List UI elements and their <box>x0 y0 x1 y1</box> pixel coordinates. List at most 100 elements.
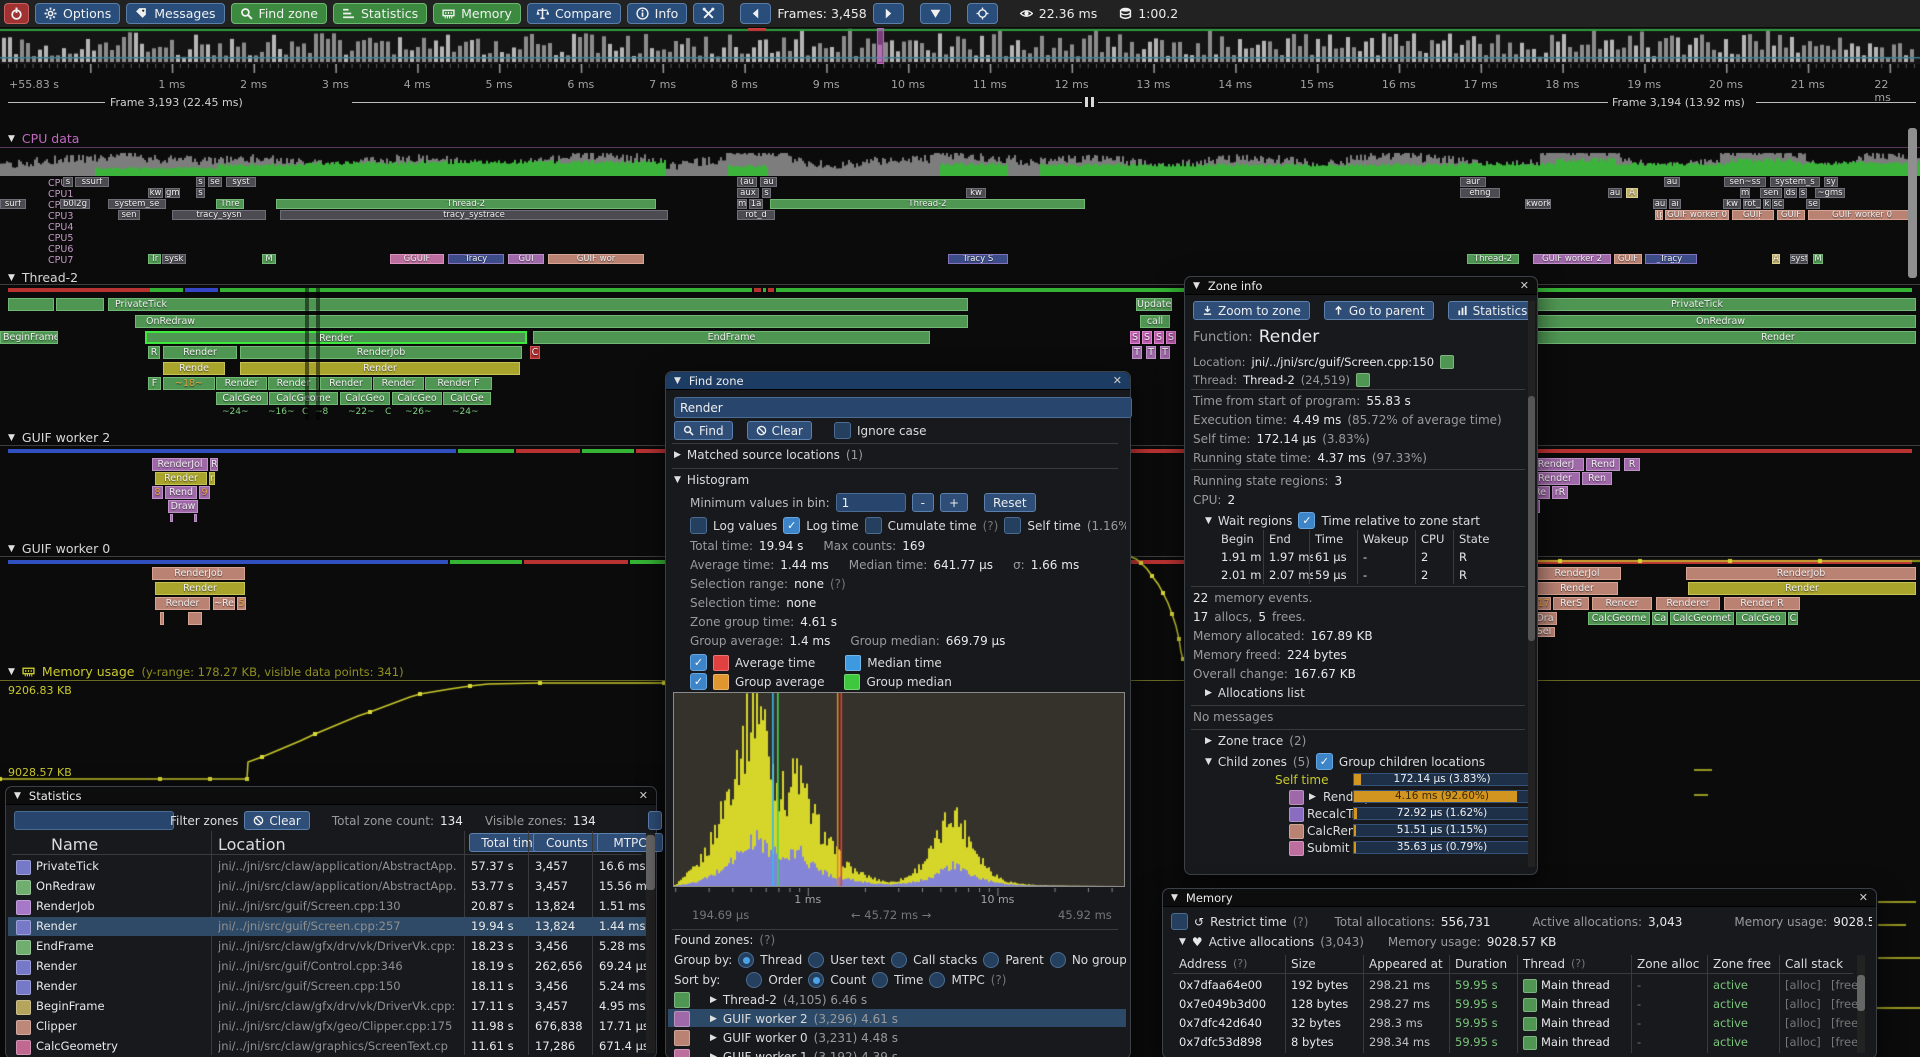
expander-icon[interactable]: ▶ <box>710 1033 717 1043</box>
expander-icon[interactable]: ▶ <box>1205 736 1212 746</box>
reset-button[interactable]: Reset <box>984 493 1036 512</box>
zone-rers[interactable]: RerS <box>1553 597 1589 610</box>
collapse-icon[interactable]: ▼ <box>8 432 15 443</box>
zone-thread-2[interactable]: Thread-2 <box>1467 254 1519 264</box>
child-zone-time-bar[interactable]: 4.16 ms (92.60%) <box>1353 790 1531 803</box>
bin-decrease-button[interactable]: - <box>911 493 934 512</box>
zone-beginframe[interactable]: BeginFrame <box>0 331 58 344</box>
restrict-time-checkbox[interactable] <box>1171 913 1188 930</box>
expander-icon[interactable]: ▼ <box>1205 515 1212 526</box>
collapse-icon[interactable]: ▼ <box>1193 280 1200 291</box>
filter-input[interactable] <box>14 811 174 830</box>
zone-calcgeo[interactable]: CalcGeo <box>1736 612 1786 625</box>
zone-x[interactable] <box>188 612 202 625</box>
zone-au[interactable]: au <box>760 177 777 187</box>
sort-by-time[interactable] <box>872 972 889 988</box>
zone-render-f[interactable]: Render F <box>425 377 492 390</box>
cumulate-checkbox[interactable] <box>864 517 882 534</box>
stats-row-clipper[interactable]: Clipper jni/../jni/src/claw/gfx/geo/Clipp… <box>8 1017 649 1036</box>
zone-t[interactable]: T <box>1160 346 1170 359</box>
zone-calcgeo[interactable]: CalcGeo <box>216 392 268 405</box>
zone-kworke[interactable]: kworke <box>1525 199 1551 209</box>
child-zone-time-bar[interactable]: 51.51 µs (1.15%) <box>1353 824 1531 837</box>
draw-group-checkbox[interactable]: ✓ <box>690 673 707 690</box>
zone-surf[interactable]: surf <box>0 199 26 209</box>
zone-system-se[interactable]: system_se <box>108 199 166 209</box>
zone-update[interactable]: Update <box>1136 298 1172 311</box>
relative-time-checkbox[interactable]: ✓ <box>1298 512 1316 529</box>
zone-tracy-profiler[interactable]: Tracy Profiler <box>1645 254 1697 264</box>
expander-icon[interactable]: ▼ <box>1179 937 1186 947</box>
power-button[interactable] <box>4 3 29 24</box>
zone-s[interactable]: s <box>196 188 205 198</box>
memory-button[interactable]: Memory <box>433 3 521 24</box>
log-values-checkbox[interactable] <box>690 517 707 534</box>
zone-guif-w[interactable]: GUIF w <box>1777 210 1805 220</box>
zone-s[interactable]: s <box>1799 188 1807 198</box>
zone-9[interactable]: 9 <box>199 486 210 499</box>
zone-thread-2[interactable]: Thread-2 <box>276 199 656 209</box>
stats-row-privatetick[interactable]: PrivateTick jni/../jni/src/claw/applicati… <box>8 857 646 876</box>
compare-button[interactable]: Compare <box>526 3 621 24</box>
zone-kw[interactable]: kw <box>966 188 986 198</box>
stats-row-onredraw[interactable]: OnRedraw jni/../jni/src/claw/application/… <box>8 877 653 896</box>
zone-endframe[interactable]: EndFrame <box>533 331 930 344</box>
zone-statistics-button[interactable]: Statistics <box>1447 301 1533 320</box>
allocation-row[interactable]: 0x7dfaa64e00 192 bytes 298.21 ms 59.95 s Mai… <box>1179 978 1859 993</box>
zone-f[interactable]: F <box>148 377 161 390</box>
zone-guif-work[interactable]: GUIF work <box>1732 210 1774 220</box>
collapse-icon[interactable]: ▼ <box>1171 892 1178 903</box>
zone-rend[interactable]: Rend <box>1586 458 1620 471</box>
stats-row-render[interactable]: Render jni/../jni/src/guif/Screen.cpp:150… <box>8 977 646 996</box>
zone-rende[interactable]: Rende <box>163 362 225 375</box>
zone-render[interactable]: Render <box>155 472 207 485</box>
sort-by-order[interactable] <box>746 972 763 988</box>
zone--p[interactable]: (p <box>1655 210 1663 220</box>
cpu-usage-graph[interactable] <box>0 152 1920 176</box>
zone-render[interactable]: Render <box>240 362 520 375</box>
zone-kw[interactable]: kw <box>1723 199 1741 209</box>
options-button[interactable]: Options <box>35 3 121 24</box>
close-icon[interactable]: ✕ <box>1858 891 1868 904</box>
zone-rot-c[interactable]: rot_c <box>1743 199 1761 209</box>
zone-rot-d[interactable]: rot_d <box>737 210 775 220</box>
zone-tr[interactable]: Tr <box>148 254 161 264</box>
close-icon[interactable]: ✕ <box>1519 279 1529 292</box>
search-input[interactable]: Render <box>674 397 1132 418</box>
zone-ren[interactable]: Ren <box>1582 472 1612 485</box>
zone-guif-worker-0[interactable]: GUIF worker 0 <box>1808 210 1916 220</box>
zone-tracy-sysn[interactable]: tracy_sysn <box>172 210 266 220</box>
zone-tracy[interactable]: Tracy <box>448 254 504 264</box>
zone-thre[interactable]: Thre <box>216 199 244 209</box>
zone-m[interactable]: m <box>1740 188 1750 198</box>
zone-ds[interactable]: ds <box>1784 188 1797 198</box>
zone-guif-wor[interactable]: GUIF wor <box>548 254 644 264</box>
zone-x[interactable] <box>194 514 197 522</box>
zone-k[interactable]: k <box>1763 199 1771 209</box>
found-zone-group-guif-worker-1[interactable]: ▶ GUIF worker 1 (3,192) 4.39 s <box>674 1049 1126 1057</box>
zone-aux[interactable]: aux <box>737 188 759 198</box>
found-zone-group-thread-2[interactable]: ▶ Thread-2 (4,105) 6.46 s <box>674 992 1126 1008</box>
zone-a[interactable]: A <box>1772 254 1780 264</box>
zone-ai[interactable]: ai <box>1669 199 1681 209</box>
zone-x[interactable] <box>160 612 164 625</box>
close-icon[interactable]: ✕ <box>1112 374 1122 387</box>
expander-icon[interactable]: ▶ <box>1205 688 1212 698</box>
zone--re[interactable]: ~Re <box>213 597 235 610</box>
found-zone-group-guif-worker-2[interactable]: ▶ GUIF worker 2 (3,296) 4.61 s <box>674 1011 1126 1027</box>
zone-m[interactable]: M <box>262 254 276 264</box>
zone-sen[interactable]: sen <box>118 210 140 220</box>
clear-filter-button[interactable]: Clear <box>244 811 310 830</box>
zone--au[interactable]: (au <box>737 177 757 187</box>
expander-icon[interactable]: ▼ <box>1205 756 1212 767</box>
sort-by-mtpc[interactable] <box>929 972 946 988</box>
find-button[interactable]: Find <box>674 421 733 440</box>
zone-calcgeo[interactable]: CalcGeo <box>392 392 442 405</box>
zone-s[interactable]: S <box>1166 331 1176 344</box>
bin-increase-button[interactable]: + <box>939 493 969 512</box>
stats-row-render[interactable]: Render jni/../jni/src/guif/Screen.cpp:257… <box>8 917 646 936</box>
zone-t[interactable]: T <box>1146 346 1156 359</box>
zone-render[interactable]: Render <box>1536 582 1618 595</box>
zone-8[interactable]: 8 <box>152 486 163 499</box>
zone-t[interactable]: T <box>1132 346 1142 359</box>
